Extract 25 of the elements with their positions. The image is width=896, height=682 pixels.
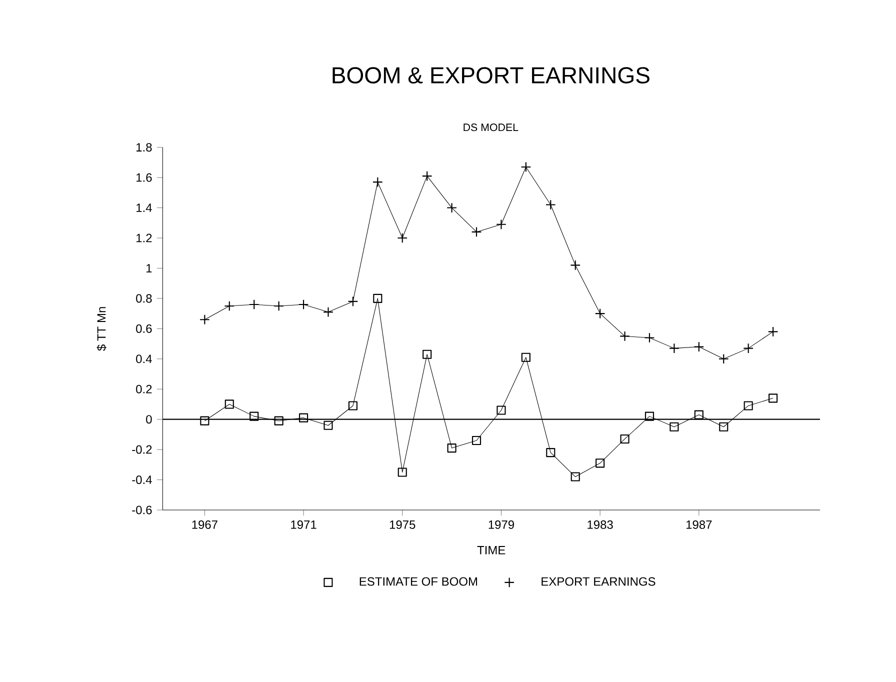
x-tick-label: 1987 <box>686 520 712 529</box>
y-tick-label: 0 <box>146 415 152 424</box>
x-tick-label: 1983 <box>588 520 613 529</box>
legend-label: ESTIMATE OF BOOM <box>360 577 478 586</box>
x-tick-label: 1967 <box>192 520 218 529</box>
y-tick-label: 0.2 <box>136 384 152 394</box>
y-tick-label: 1.4 <box>136 204 152 212</box>
x-tick-label: 1975 <box>390 520 416 529</box>
x-tick-label: 1971 <box>291 520 316 529</box>
x-tick-label: 1979 <box>488 520 514 529</box>
y-tick-label: 1.2 <box>136 234 152 242</box>
legend-label: EXPORT EARNINGS <box>542 577 656 586</box>
y-axis-title: $ TT Mn <box>96 307 106 351</box>
y-tick-label: -0.2 <box>132 445 152 454</box>
x-axis-title: TIME <box>477 546 506 554</box>
y-tick-label: 0.4 <box>136 354 152 364</box>
y-tick-label: -0.4 <box>132 476 152 484</box>
y-tick-label: 1.8 <box>136 143 152 152</box>
y-tick-label: 1.6 <box>136 173 152 182</box>
chart-title: BOOM & EXPORT EARNINGS <box>332 67 650 84</box>
y-tick-label: 1 <box>146 264 152 272</box>
y-tick-label: 0.8 <box>136 294 152 303</box>
y-tick-label: 0.6 <box>136 324 152 333</box>
y-tick-label: -0.6 <box>132 506 152 514</box>
chart-subtitle: DS MODEL <box>464 124 518 132</box>
